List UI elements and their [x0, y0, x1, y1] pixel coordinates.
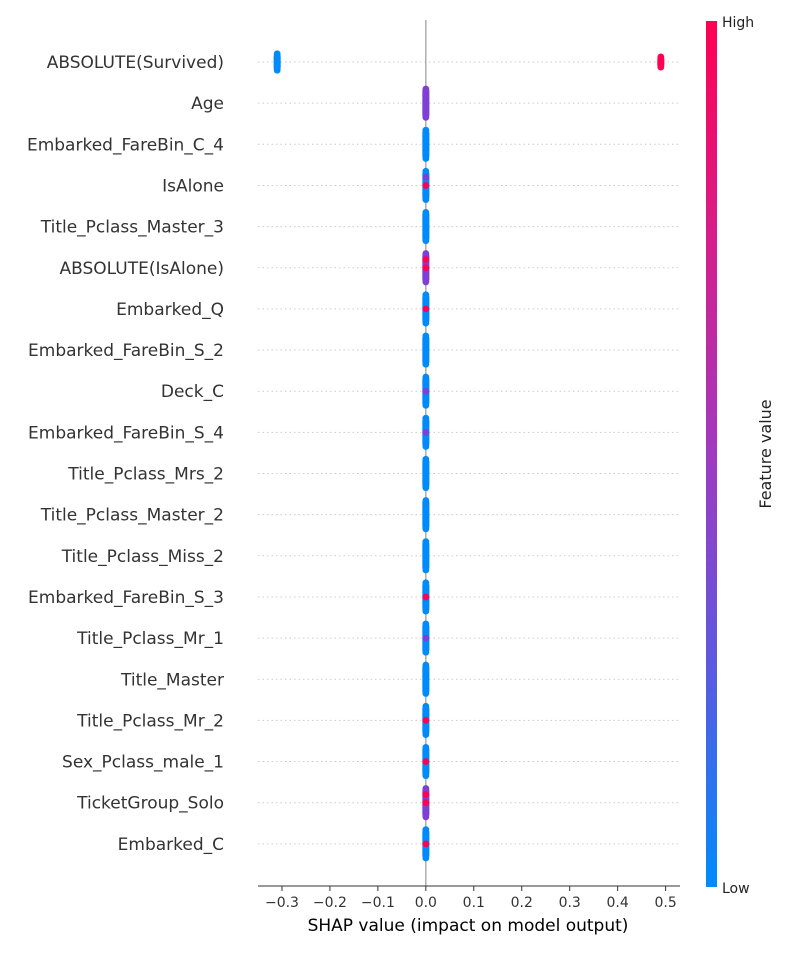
feature-label: Title_Pclass_Master_2 [40, 506, 224, 526]
point [422, 634, 430, 642]
feature-label: Embarked_FareBin_C_4 [27, 135, 224, 155]
feature-label: Title_Pclass_Mrs_2 [67, 465, 224, 485]
x-tick-label: 0.2 [511, 895, 533, 911]
point [422, 758, 430, 765]
colorbar-gradient [706, 21, 717, 887]
point [422, 319, 430, 327]
point [422, 428, 430, 436]
point [422, 401, 430, 409]
point [422, 173, 430, 181]
point [422, 525, 430, 533]
point [422, 791, 430, 798]
point [422, 256, 430, 263]
feature-label: IsAlone [162, 176, 224, 196]
point [657, 63, 665, 71]
point [422, 278, 430, 286]
point [422, 799, 430, 807]
point [422, 566, 430, 574]
feature-label: ABSOLUTE(IsAlone) [60, 259, 224, 279]
feature-label: Title_Pclass_Master_3 [40, 218, 224, 238]
point [422, 607, 430, 615]
feature-label: Sex_Pclass_male_1 [62, 753, 224, 773]
x-tick-label: −0.3 [265, 895, 299, 911]
point [422, 196, 430, 204]
feature-labels: ABSOLUTE(Survived) Age Embarked_FareBin_C_… [27, 53, 224, 855]
feature-label: Age [191, 94, 224, 114]
point [422, 717, 430, 724]
feature-label: Embarked_C [118, 835, 224, 855]
feature-label: TicketGroup_Solo [76, 794, 224, 814]
feature-label: Title_Pclass_Mr_1 [76, 629, 224, 649]
point [422, 264, 430, 272]
point [422, 840, 430, 848]
x-tick-label: −0.1 [361, 895, 395, 911]
feature-label: Deck_C [161, 382, 224, 402]
point [422, 155, 430, 162]
point [422, 360, 430, 368]
grid-lines [258, 61, 680, 845]
x-tick-label: −0.2 [313, 895, 347, 911]
x-tick-label: 0.5 [654, 895, 676, 911]
x-tick-label: 0.3 [559, 895, 581, 911]
feature-label: Title_Pclass_Miss_2 [61, 547, 224, 567]
colorbar: High Low Feature value [706, 15, 775, 897]
x-tick-label: 0.4 [607, 895, 629, 911]
x-axis: −0.3 −0.2 −0.1 0.0 0.1 0.2 0.3 0.4 0.5 [258, 885, 680, 911]
point [422, 772, 430, 780]
point [422, 854, 430, 862]
points-layer [273, 50, 665, 862]
point [422, 648, 430, 656]
point [422, 182, 430, 189]
point [422, 484, 430, 492]
x-tick-label: 0.0 [415, 895, 437, 911]
feature-label: Title_Pclass_Mr_2 [76, 711, 224, 731]
point [422, 387, 430, 395]
feature-label: ABSOLUTE(Survived) [47, 53, 224, 73]
point [422, 813, 430, 821]
x-axis-title: SHAP value (impact on model output) [308, 916, 629, 936]
x-tick-label: 0.1 [463, 895, 485, 911]
colorbar-title: Feature value [756, 399, 775, 508]
feature-label: Embarked_FareBin_S_2 [28, 341, 224, 361]
point [422, 731, 430, 738]
point [422, 113, 430, 121]
point [422, 593, 430, 601]
colorbar-high-label: High [722, 15, 754, 31]
point [422, 690, 430, 697]
point [273, 66, 281, 74]
point [422, 443, 430, 450]
feature-label: Embarked_FareBin_S_4 [28, 423, 224, 443]
colorbar-low-label: Low [722, 881, 750, 897]
feature-label: Title_Master [120, 670, 224, 690]
point [422, 237, 430, 245]
feature-label: Embarked_Q [116, 300, 224, 320]
feature-label: Embarked_FareBin_S_3 [28, 588, 224, 608]
point [422, 305, 430, 313]
